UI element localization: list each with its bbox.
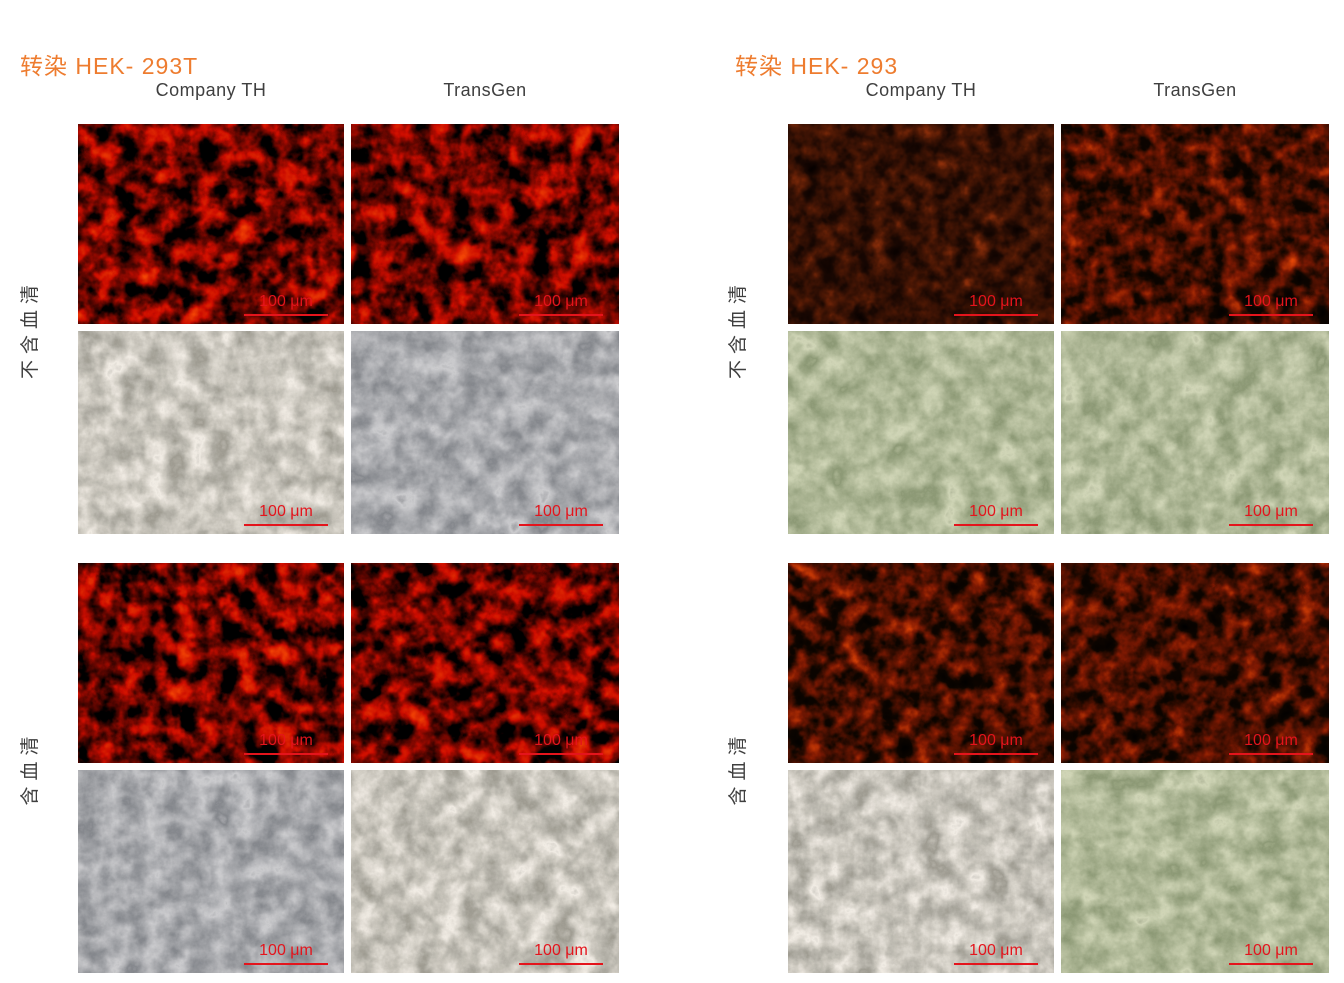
column-headers-hek293t: Company TH TransGen bbox=[78, 80, 619, 101]
scale-bar-label: 100 μm bbox=[534, 732, 588, 750]
brightfield-image: 100 μm bbox=[78, 331, 344, 534]
fluorescence-image: 100 μm bbox=[351, 124, 619, 324]
brightfield-image: 100 μm bbox=[1061, 331, 1329, 534]
column-header-transgen: TransGen bbox=[1153, 80, 1237, 100]
scale-bar-label: 100 μm bbox=[534, 503, 588, 521]
scale-bar: 100 μm bbox=[1229, 942, 1313, 965]
scale-bar: 100 μm bbox=[519, 503, 603, 526]
brightfield-image: 100 μm bbox=[788, 331, 1054, 534]
fluorescence-image: 100 μm bbox=[78, 124, 344, 324]
scale-bar-label: 100 μm bbox=[534, 942, 588, 960]
row-label-no-serum: 不含血清 bbox=[20, 279, 41, 380]
scale-bar-line bbox=[244, 963, 328, 965]
scale-bar: 100 μm bbox=[1229, 293, 1313, 316]
scale-bar-label: 100 μm bbox=[1244, 503, 1298, 521]
scale-bar: 100 μm bbox=[954, 293, 1038, 316]
scale-bar-line bbox=[954, 314, 1038, 316]
fluorescence-image: 100 μm bbox=[788, 124, 1054, 324]
column-header-transgen: TransGen bbox=[443, 80, 527, 100]
row-label-with-serum: 含血清 bbox=[20, 730, 41, 806]
brightfield-image: 100 μm bbox=[351, 770, 619, 973]
panel-hek293-with-serum: 100 μm 100 μm 100 μm 100 μm bbox=[788, 563, 1329, 973]
scale-bar-line bbox=[1229, 314, 1313, 316]
row-label-with-serum: 含血清 bbox=[728, 730, 749, 806]
brightfield-image: 100 μm bbox=[788, 770, 1054, 973]
scale-bar-line bbox=[519, 314, 603, 316]
scale-bar-label: 100 μm bbox=[534, 293, 588, 311]
column-header-company-th: Company TH bbox=[155, 80, 267, 100]
scale-bar-line bbox=[954, 963, 1038, 965]
scale-bar-line bbox=[519, 524, 603, 526]
scale-bar-line bbox=[519, 753, 603, 755]
scale-bar: 100 μm bbox=[519, 942, 603, 965]
scale-bar-label: 100 μm bbox=[1244, 293, 1298, 311]
fluorescence-image: 100 μm bbox=[78, 563, 344, 763]
scale-bar-label: 100 μm bbox=[969, 503, 1023, 521]
brightfield-image: 100 μm bbox=[78, 770, 344, 973]
scale-bar-label: 100 μm bbox=[259, 942, 313, 960]
scale-bar-label: 100 μm bbox=[969, 942, 1023, 960]
scale-bar: 100 μm bbox=[519, 732, 603, 755]
scale-bar-label: 100 μm bbox=[259, 293, 313, 311]
scale-bar: 100 μm bbox=[1229, 503, 1313, 526]
scale-bar-label: 100 μm bbox=[969, 293, 1023, 311]
scale-bar-line bbox=[1229, 963, 1313, 965]
panel-hek293t-no-serum: 100 μm 100 μm 100 μm 100 μm bbox=[78, 124, 619, 534]
scale-bar: 100 μm bbox=[954, 503, 1038, 526]
panel-hek293t-with-serum: 100 μm 100 μm 100 μm 100 μm bbox=[78, 563, 619, 973]
group-title-hek293: 转染 HEK- 293 bbox=[735, 53, 899, 80]
column-headers-hek293: Company TH TransGen bbox=[788, 80, 1329, 101]
scale-bar-line bbox=[519, 963, 603, 965]
scale-bar-line bbox=[244, 753, 328, 755]
fluorescence-image: 100 μm bbox=[788, 563, 1054, 763]
brightfield-image: 100 μm bbox=[1061, 770, 1329, 973]
scale-bar: 100 μm bbox=[519, 293, 603, 316]
group-title-hek293t: 转染 HEK- 293T bbox=[20, 53, 199, 80]
fluorescence-image: 100 μm bbox=[351, 563, 619, 763]
scale-bar-label: 100 μm bbox=[259, 503, 313, 521]
scale-bar-label: 100 μm bbox=[969, 732, 1023, 750]
scale-bar: 100 μm bbox=[244, 942, 328, 965]
column-header-company-th: Company TH bbox=[865, 80, 977, 100]
panel-hek293-no-serum: 100 μm 100 μm 100 μm 100 μm bbox=[788, 124, 1329, 534]
scale-bar-line bbox=[954, 753, 1038, 755]
row-label-no-serum: 不含血清 bbox=[728, 279, 749, 380]
scale-bar-label: 100 μm bbox=[1244, 732, 1298, 750]
scale-bar: 100 μm bbox=[1229, 732, 1313, 755]
brightfield-image: 100 μm bbox=[351, 331, 619, 534]
scale-bar-line bbox=[1229, 753, 1313, 755]
scale-bar: 100 μm bbox=[244, 503, 328, 526]
scale-bar-label: 100 μm bbox=[1244, 942, 1298, 960]
scale-bar: 100 μm bbox=[244, 293, 328, 316]
scale-bar: 100 μm bbox=[244, 732, 328, 755]
scale-bar: 100 μm bbox=[954, 942, 1038, 965]
scale-bar-line bbox=[244, 524, 328, 526]
scale-bar-line bbox=[1229, 524, 1313, 526]
scale-bar-line bbox=[244, 314, 328, 316]
scale-bar: 100 μm bbox=[954, 732, 1038, 755]
fluorescence-image: 100 μm bbox=[1061, 563, 1329, 763]
scale-bar-label: 100 μm bbox=[259, 732, 313, 750]
fluorescence-image: 100 μm bbox=[1061, 124, 1329, 324]
scale-bar-line bbox=[954, 524, 1038, 526]
